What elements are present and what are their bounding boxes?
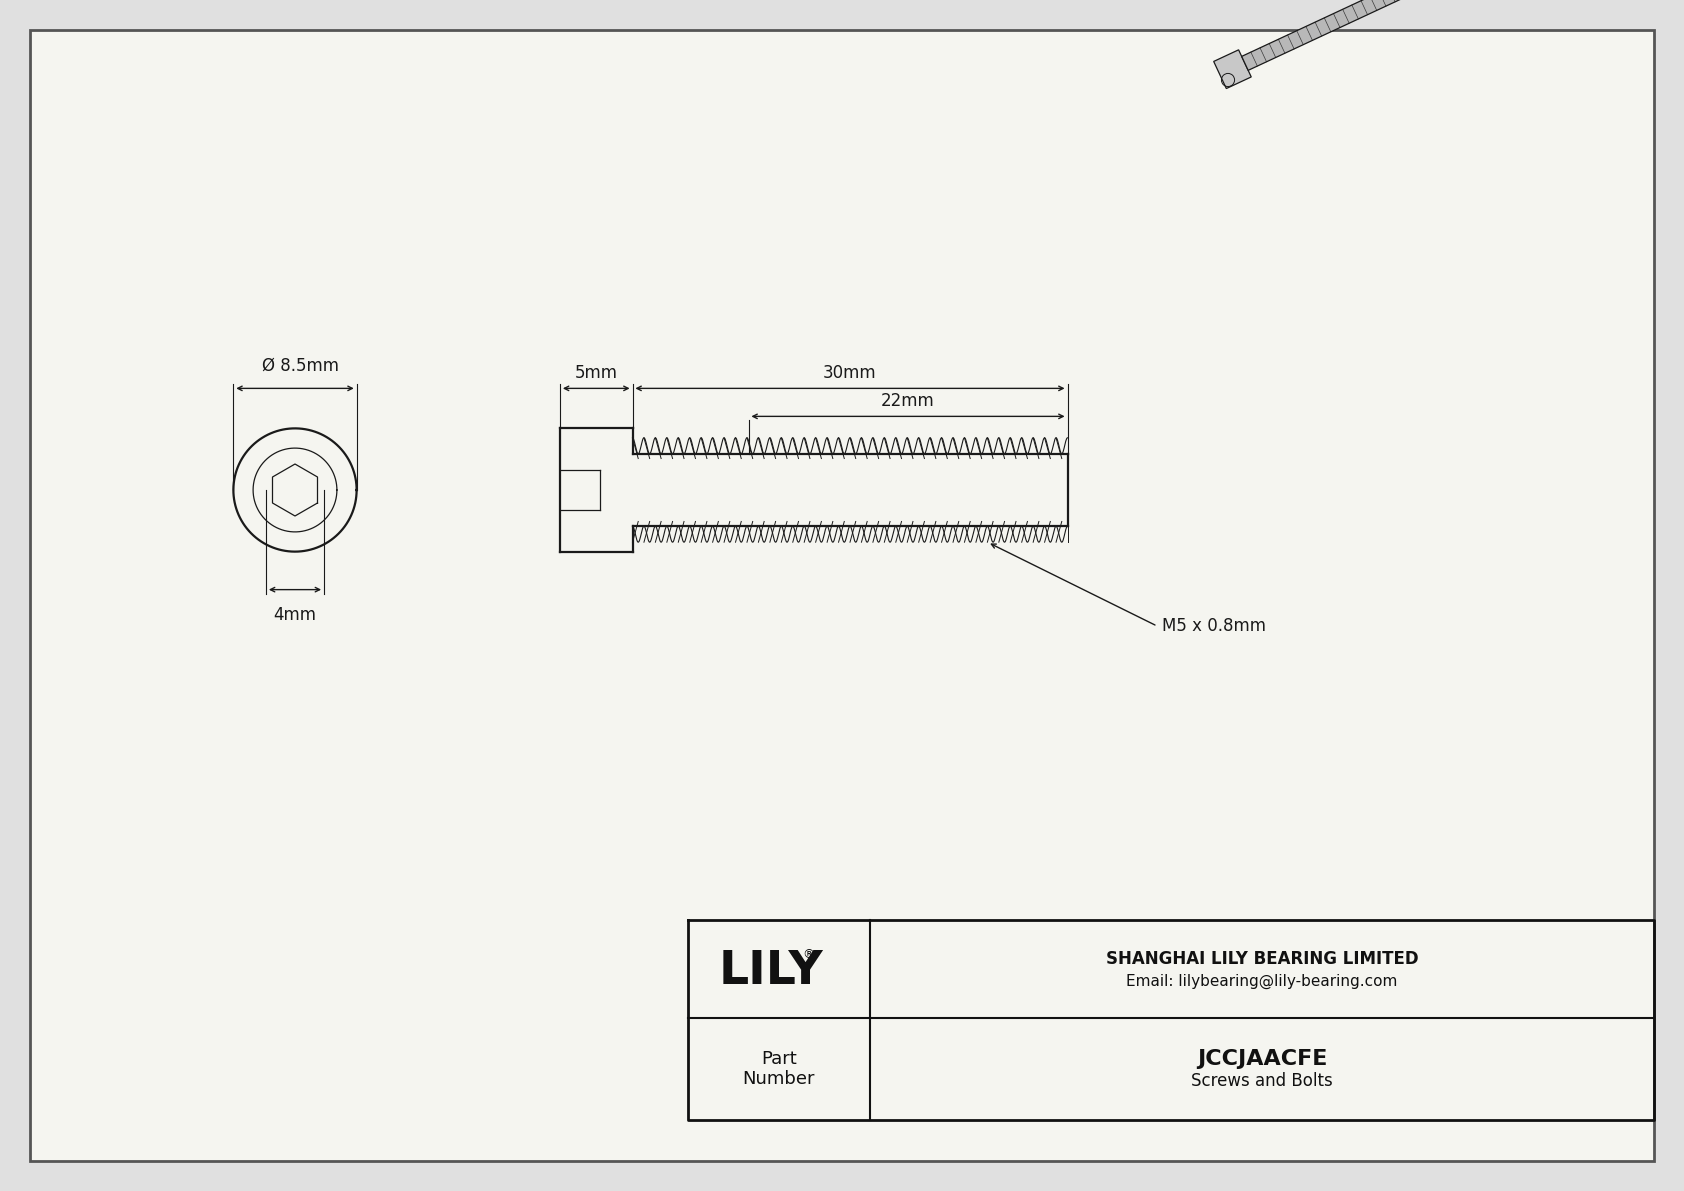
Polygon shape	[1214, 50, 1251, 88]
Text: 4mm: 4mm	[273, 606, 317, 624]
Text: 22mm: 22mm	[881, 392, 935, 411]
Text: 30mm: 30mm	[823, 364, 877, 382]
Text: Screws and Bolts: Screws and Bolts	[1191, 1072, 1332, 1090]
Text: M5 x 0.8mm: M5 x 0.8mm	[1162, 617, 1266, 635]
Text: Part
Number: Part Number	[743, 1049, 815, 1089]
Text: LILY: LILY	[719, 948, 823, 993]
Text: Ø 8.5mm: Ø 8.5mm	[261, 356, 338, 374]
Polygon shape	[1241, 0, 1423, 70]
Text: 5mm: 5mm	[574, 364, 618, 382]
Text: Email: lilybearing@lily-bearing.com: Email: lilybearing@lily-bearing.com	[1127, 973, 1398, 989]
Text: SHANGHAI LILY BEARING LIMITED: SHANGHAI LILY BEARING LIMITED	[1106, 950, 1418, 968]
Text: ®: ®	[803, 948, 815, 961]
Text: JCCJAACFE: JCCJAACFE	[1197, 1049, 1327, 1070]
